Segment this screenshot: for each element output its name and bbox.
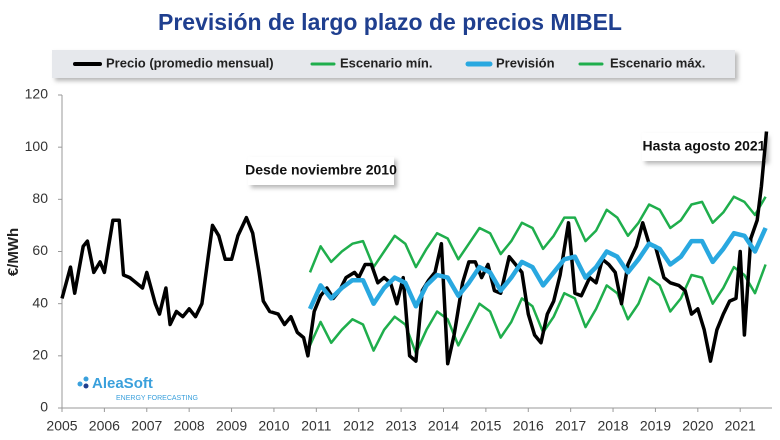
- y-tick-label: 20: [32, 347, 48, 363]
- series-line: [308, 264, 767, 355]
- x-tick-label: 2011: [301, 418, 331, 434]
- series-line: [307, 227, 768, 310]
- x-tick-label: 2015: [470, 418, 501, 434]
- x-tick-label: 2019: [640, 418, 671, 434]
- x-tick-label: 2017: [555, 418, 586, 434]
- x-tick-label: 2016: [513, 418, 544, 434]
- legend-label: Precio (promedio mensual): [106, 55, 274, 70]
- y-axis-label: €/MWh: [5, 228, 22, 276]
- y-tick-label: 100: [25, 138, 49, 154]
- x-tick-label: 2012: [343, 418, 374, 434]
- x-tick-label: 2006: [89, 418, 120, 434]
- logo-dot: [77, 381, 83, 387]
- x-tick-label: 2005: [46, 418, 77, 434]
- logo-dot: [83, 383, 89, 389]
- y-tick-label: 120: [25, 86, 49, 102]
- logo-dot: [83, 376, 89, 382]
- annotation: Desde noviembre 2010: [245, 162, 397, 178]
- x-tick-label: 2020: [682, 418, 713, 434]
- legend-label: Escenario máx.: [610, 55, 705, 70]
- series-line: [308, 195, 767, 273]
- x-tick-label: 2010: [258, 418, 289, 434]
- x-tick-label: 2014: [428, 418, 459, 434]
- y-tick-label: 60: [32, 242, 48, 258]
- x-tick-label: 2008: [174, 418, 205, 434]
- y-tick-label: 40: [32, 294, 48, 310]
- annotation-box: [642, 133, 766, 161]
- legend-label: Escenario mín.: [340, 55, 432, 70]
- y-tick-label: 0: [40, 399, 48, 415]
- x-tick-label: 2018: [597, 418, 628, 434]
- annotation: Hasta agosto 2021: [643, 138, 766, 154]
- logo-name: AleaSoft: [92, 375, 153, 392]
- logo-tagline: ENERGY FORECASTING: [116, 395, 198, 402]
- x-tick-label: 2007: [131, 418, 162, 434]
- annotation-box: [248, 157, 394, 185]
- x-tick-label: 2013: [386, 418, 417, 434]
- x-tick-label: 2021: [725, 418, 756, 434]
- legend-label: Previsión: [496, 55, 555, 70]
- logo: AleaSoft ENERGY FORECASTING: [77, 375, 198, 402]
- x-tick-label: 2009: [216, 418, 247, 434]
- chart-title: Previsión de largo plazo de precios MIBE…: [158, 9, 622, 35]
- y-tick-label: 80: [32, 190, 48, 206]
- legend-box: [52, 50, 735, 78]
